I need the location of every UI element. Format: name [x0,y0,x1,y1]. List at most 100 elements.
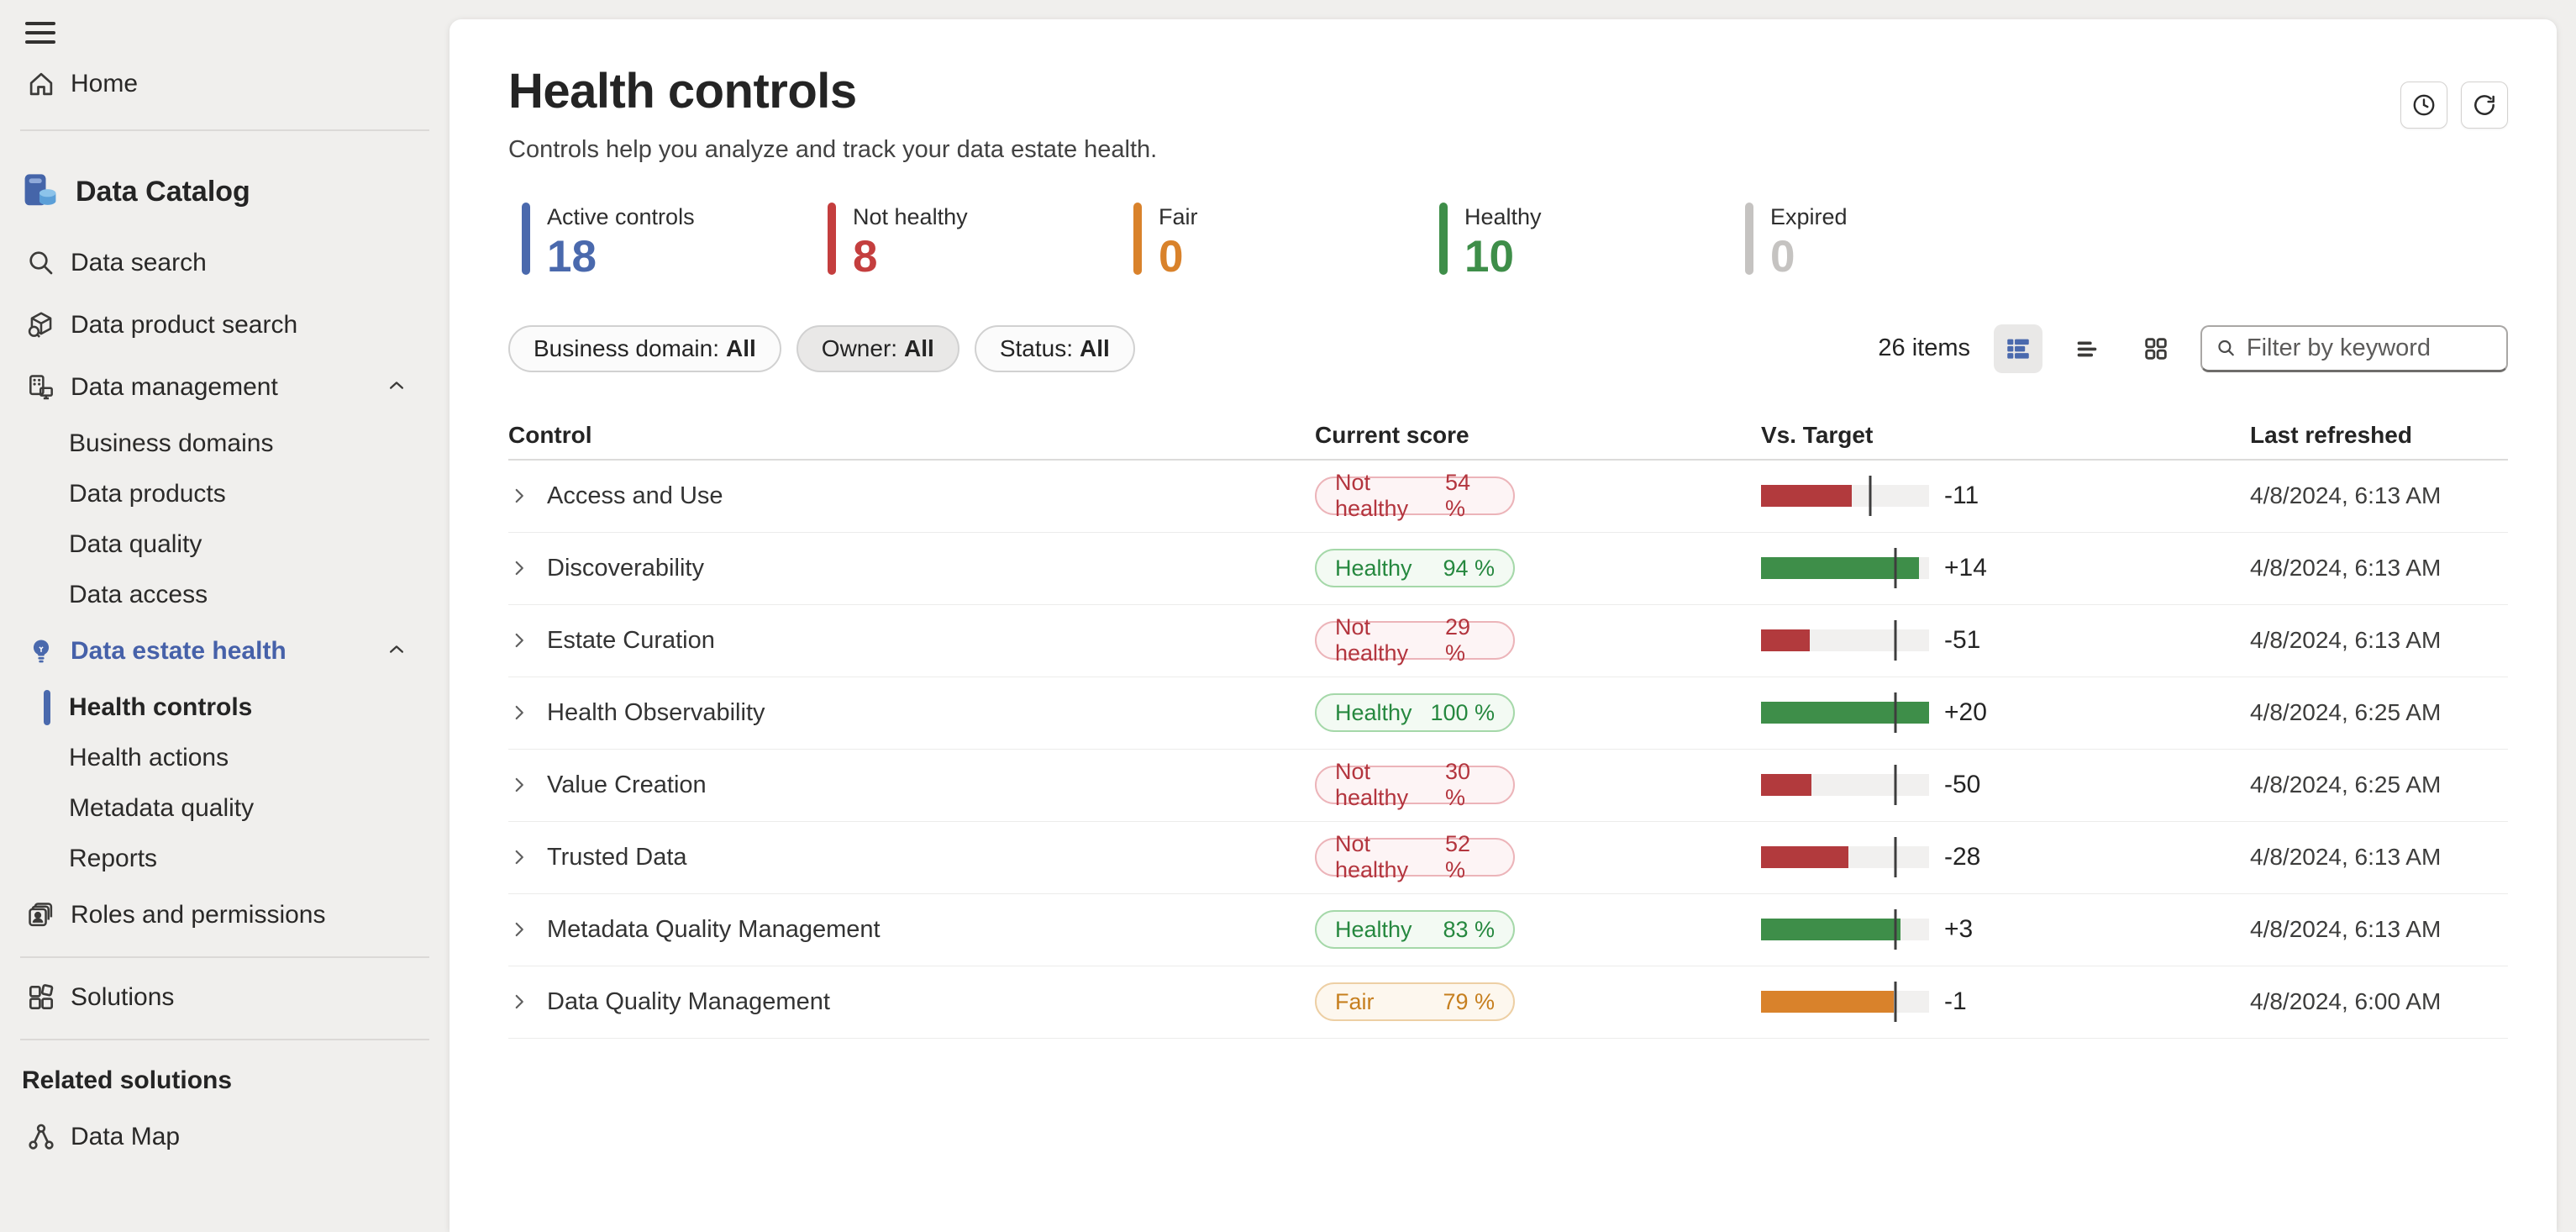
table-row[interactable]: Health Observability Healthy 100 % +20 4… [508,677,2508,750]
sidebar-item-health-controls[interactable]: Health controls [0,682,449,733]
target-bar [1761,620,1929,661]
target-tick [1894,909,1897,950]
page-title: Health controls [508,64,857,118]
column-header-last-refreshed: Last refreshed [2250,421,2412,448]
chevron-right-icon[interactable] [508,774,530,796]
sidebar-item-business-domains[interactable]: Business domains [69,429,274,457]
search-input[interactable] [2246,334,2493,362]
chevron-right-icon[interactable] [508,629,530,651]
sidebar-item-roles-permissions[interactable]: Roles and permissions [0,884,449,946]
history-button[interactable] [2400,82,2447,129]
sidebar-item-data-management[interactable]: Data management [0,356,449,419]
table-row[interactable]: Metadata Quality Management Healthy 83 %… [508,894,2508,966]
filter-chip-owner[interactable]: Owner: All [796,324,959,372]
page-subtitle: Controls help you analyze and track your… [508,136,1158,163]
target-bar [1761,837,1929,878]
chevron-right-icon[interactable] [508,919,530,940]
chevron-right-icon[interactable] [508,557,530,579]
stat-expired: Expired 0 [1745,203,2051,281]
sidebar-item-data-estate-health[interactable]: Data estate health [0,620,449,682]
box-search-icon [24,308,59,343]
control-name: Health Observability [547,698,765,726]
status-score: 79 % [1443,988,1495,1014]
sidebar-divider [20,956,429,958]
sidebar-item-data-access[interactable]: Data access [69,581,208,608]
target-tick [1894,548,1897,589]
view-list-button[interactable] [2063,324,2111,373]
stat-not-healthy: Not healthy 8 [828,203,1133,281]
stat-healthy: Healthy 10 [1439,203,1745,281]
status-badge: Healthy 100 % [1315,693,1515,733]
last-refreshed: 4/8/2024, 6:13 AM [2250,844,2442,871]
target-delta: -51 [1944,626,1981,655]
toolbar-right: 26 items [1878,324,2508,373]
table-row[interactable]: Access and Use Not healthy 54 % -11 4/8/… [508,461,2508,533]
control-name: Trusted Data [547,843,687,871]
stat-bar [1133,203,1142,275]
stat-bar [1439,203,1448,275]
stat-label: Expired [1770,204,1848,229]
sidebar-item-data-map[interactable]: Data Map [0,1106,449,1168]
status-label: Not healthy [1335,470,1409,522]
target-delta: -28 [1944,843,1981,871]
selected-indicator [44,690,50,725]
target-delta: +3 [1944,915,1974,944]
stat-bar [1745,203,1753,275]
stat-value: 10 [1464,232,1514,282]
filter-chip-business-domain[interactable]: Business domain: All [508,324,781,372]
target-bar-fill [1761,557,1919,580]
filter-chip-status[interactable]: Status: All [974,324,1135,372]
status-badge: Not healthy 52 % [1315,831,1515,882]
target-bar-fill [1761,991,1894,1014]
chevron-right-icon[interactable] [508,991,530,1013]
grid-icon [2145,337,2167,360]
status-score: 54 % [1444,470,1471,522]
chevron-right-icon[interactable] [508,846,530,868]
stat-label: Active controls [547,204,695,229]
chevron-right-icon[interactable] [508,485,530,507]
column-header-control: Control [508,421,592,448]
target-bar [1761,476,1929,517]
sidebar-item-data-products[interactable]: Data products [69,480,226,508]
list-icon [2077,341,2097,356]
table-row[interactable]: Estate Curation Not healthy 29 % -51 4/8… [508,605,2508,677]
last-refreshed: 4/8/2024, 6:25 AM [2250,771,2442,798]
table-row[interactable]: Value Creation Not healthy 30 % -50 4/8/… [508,750,2508,822]
table-row[interactable]: Data Quality Management Fair 79 % -1 4/8… [508,966,2508,1039]
sidebar-item-data-search[interactable]: Data search [0,232,449,294]
sidebar-item-data-product-search[interactable]: Data product search [0,294,449,356]
sidebar-item-label: Home [71,70,139,97]
refresh-button[interactable] [2461,82,2508,129]
status-label: Fair [1335,988,1375,1014]
target-bar [1761,982,1929,1023]
view-grid-button[interactable] [2132,324,2180,373]
table-row[interactable]: Trusted Data Not healthy 52 % -28 4/8/20… [508,822,2508,894]
sidebar-item-reports[interactable]: Reports [69,845,158,872]
hamburger-menu-icon[interactable] [25,18,59,47]
status-badge: Not healthy 54 % [1315,470,1515,521]
status-label: Not healthy [1335,759,1409,811]
sidebar-item-solutions[interactable]: Solutions [0,966,449,1029]
table-row[interactable]: Discoverability Healthy 94 % +14 4/8/202… [508,533,2508,605]
target-bar-fill [1761,629,1810,652]
target-tick [1869,476,1872,517]
stat-label: Fair [1159,204,1198,229]
chevron-right-icon[interactable] [508,702,530,724]
view-grouped-list-button[interactable] [1994,324,2042,373]
target-tick [1894,837,1897,878]
target-delta: +20 [1944,698,1987,727]
sidebar-section-data-catalog[interactable]: Data Catalog [0,151,449,232]
data-map-icon [24,1119,59,1155]
sidebar-item-home[interactable]: Home [0,57,449,111]
last-refreshed: 4/8/2024, 6:13 AM [2250,555,2442,582]
sidebar-item-health-actions[interactable]: Health actions [69,744,229,771]
sidebar-item-data-quality[interactable]: Data quality [69,530,202,558]
status-label: Healthy [1335,699,1412,725]
header-actions [2400,82,2508,129]
stat-label: Healthy [1464,204,1542,229]
status-badge: Healthy 83 % [1315,910,1515,950]
target-bar-fill [1761,702,1929,724]
grouped-list-icon [2007,339,2029,359]
sidebar-item-metadata-quality[interactable]: Metadata quality [69,794,255,822]
solutions-icon [24,980,59,1015]
